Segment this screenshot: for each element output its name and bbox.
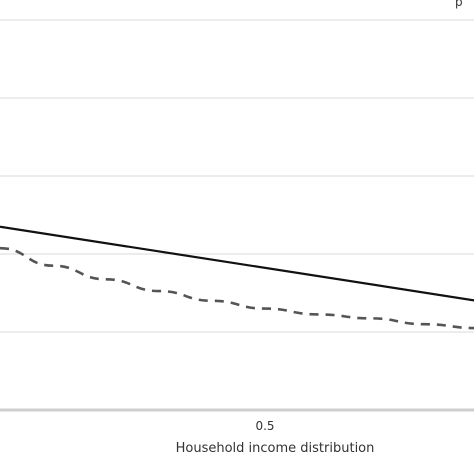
x-tick-labels: 0.5	[255, 419, 274, 433]
x-axis-title: Household income distribution	[176, 441, 375, 456]
series-group	[0, 225, 474, 330]
y-gridlines	[0, 19, 474, 333]
series-line-dashed	[0, 246, 474, 330]
x-tick-label: 0.5	[255, 419, 274, 433]
series-line-solid	[0, 225, 474, 302]
cropped-title-fragment: p	[455, 0, 463, 9]
